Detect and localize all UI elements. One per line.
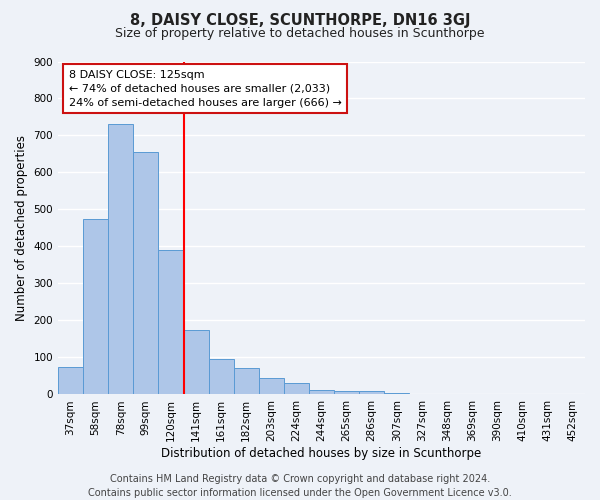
Bar	[284, 382, 309, 394]
Bar	[233, 368, 259, 394]
Y-axis label: Number of detached properties: Number of detached properties	[15, 135, 28, 321]
Bar	[259, 378, 284, 394]
Text: 8 DAISY CLOSE: 125sqm
← 74% of detached houses are smaller (2,033)
24% of semi-d: 8 DAISY CLOSE: 125sqm ← 74% of detached …	[68, 70, 341, 108]
Bar	[209, 358, 233, 394]
Bar	[359, 392, 384, 394]
Bar	[83, 218, 108, 394]
Bar	[133, 152, 158, 394]
Text: Contains HM Land Registry data © Crown copyright and database right 2024.
Contai: Contains HM Land Registry data © Crown c…	[88, 474, 512, 498]
Bar	[58, 366, 83, 394]
Bar	[309, 390, 334, 394]
Bar	[158, 250, 184, 394]
Text: 8, DAISY CLOSE, SCUNTHORPE, DN16 3GJ: 8, DAISY CLOSE, SCUNTHORPE, DN16 3GJ	[130, 12, 470, 28]
Bar	[334, 391, 359, 394]
Bar	[184, 330, 209, 394]
Text: Size of property relative to detached houses in Scunthorpe: Size of property relative to detached ho…	[115, 28, 485, 40]
Bar	[108, 124, 133, 394]
X-axis label: Distribution of detached houses by size in Scunthorpe: Distribution of detached houses by size …	[161, 447, 482, 460]
